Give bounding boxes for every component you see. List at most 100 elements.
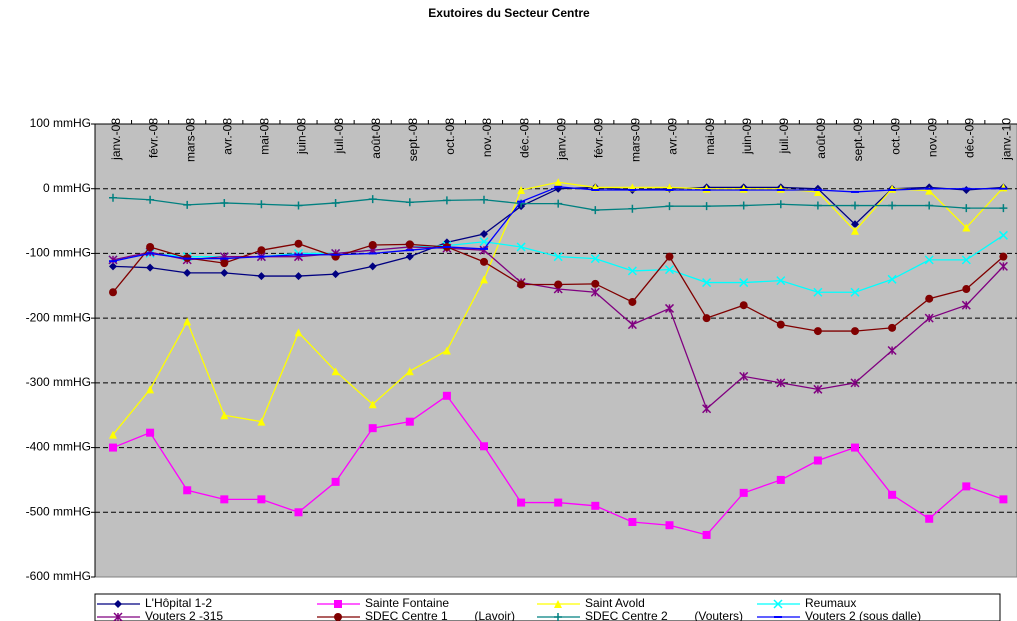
x-tick-label: août-08 xyxy=(369,118,383,159)
x-tick-label: avr.-09 xyxy=(666,118,680,155)
marker xyxy=(702,530,711,539)
x-tick-label: févr.-09 xyxy=(591,118,605,158)
marker xyxy=(628,517,637,526)
y-tick-label: -600 mmHG xyxy=(26,569,91,583)
marker xyxy=(183,486,192,495)
marker xyxy=(109,288,117,297)
marker xyxy=(516,242,526,252)
marker xyxy=(146,195,155,204)
marker xyxy=(480,275,488,284)
marker xyxy=(665,521,674,530)
marker xyxy=(294,508,303,517)
marker xyxy=(961,300,971,310)
marker xyxy=(591,279,600,288)
marker xyxy=(813,456,822,465)
marker xyxy=(442,196,451,205)
marker xyxy=(368,195,377,204)
marker xyxy=(665,202,674,211)
marker xyxy=(442,391,451,400)
marker xyxy=(109,430,117,439)
marker xyxy=(334,613,342,621)
x-tick-label: mai-09 xyxy=(703,118,717,155)
marker xyxy=(220,411,229,420)
x-tick-label: mars-09 xyxy=(629,118,643,162)
x-tick-label: avr.-08 xyxy=(220,118,234,155)
marker xyxy=(554,613,562,621)
marker xyxy=(331,270,340,279)
marker xyxy=(554,280,563,289)
marker xyxy=(294,239,303,248)
x-tick-label: oct.-08 xyxy=(443,118,457,155)
marker xyxy=(702,314,711,323)
legend-label: Vouters 2 (sous dalle) xyxy=(805,609,921,621)
marker xyxy=(183,268,192,277)
marker xyxy=(479,237,489,247)
marker xyxy=(627,320,637,330)
marker xyxy=(108,255,118,265)
x-tick-label: nov.-09 xyxy=(925,118,939,157)
marker xyxy=(776,378,786,388)
marker xyxy=(591,206,600,215)
x-tick-label: mars-08 xyxy=(183,118,197,162)
marker xyxy=(590,287,600,297)
marker xyxy=(851,443,859,452)
x-tick-label: sept.-09 xyxy=(851,118,865,162)
legend-label: Saint Avold xyxy=(585,596,645,610)
marker xyxy=(257,417,266,426)
marker xyxy=(553,252,563,262)
marker xyxy=(739,371,749,381)
marker xyxy=(776,475,785,484)
marker xyxy=(776,276,786,286)
marker xyxy=(925,201,934,210)
marker xyxy=(702,404,712,414)
marker xyxy=(851,201,859,210)
marker xyxy=(850,378,860,388)
marker xyxy=(961,255,971,265)
marker xyxy=(331,198,340,207)
marker xyxy=(773,599,783,609)
x-tick-label: oct.-09 xyxy=(888,118,902,155)
x-tick-label: déc.-08 xyxy=(517,118,531,158)
marker xyxy=(405,240,414,249)
x-tick-label: juil.-08 xyxy=(332,118,346,155)
marker xyxy=(776,200,785,209)
marker xyxy=(257,246,266,255)
marker xyxy=(554,600,562,608)
marker xyxy=(627,266,637,276)
marker xyxy=(368,241,377,250)
marker xyxy=(664,303,675,313)
marker xyxy=(294,272,303,281)
legend-label: L'Hôpital 1-2 xyxy=(145,596,212,610)
marker xyxy=(813,187,822,196)
series-layer xyxy=(108,178,1008,539)
marker xyxy=(813,384,823,394)
marker xyxy=(294,328,303,337)
x-tick-label: janv.-09 xyxy=(554,118,568,161)
marker xyxy=(146,428,155,437)
marker xyxy=(999,252,1008,261)
x-tick-label: janv.-10 xyxy=(1000,118,1014,161)
marker xyxy=(113,612,123,621)
chart-title: Exutoires du Secteur Centre xyxy=(428,6,590,20)
marker xyxy=(554,199,563,208)
marker xyxy=(776,320,785,329)
marker xyxy=(998,261,1008,271)
marker xyxy=(739,278,749,288)
x-tick-label: déc.-09 xyxy=(962,118,976,158)
marker xyxy=(664,265,675,275)
marker xyxy=(334,600,342,608)
marker xyxy=(405,198,414,207)
marker xyxy=(925,294,934,303)
marker xyxy=(628,297,637,306)
marker xyxy=(146,263,155,272)
marker xyxy=(924,313,934,323)
x-tick-label: sept.-08 xyxy=(406,118,420,162)
y-tick-label: 100 mmHG xyxy=(30,116,91,130)
marker xyxy=(591,501,600,510)
marker xyxy=(887,274,897,284)
marker xyxy=(480,195,488,204)
marker xyxy=(517,498,526,507)
marker xyxy=(925,514,934,523)
marker xyxy=(442,346,451,355)
